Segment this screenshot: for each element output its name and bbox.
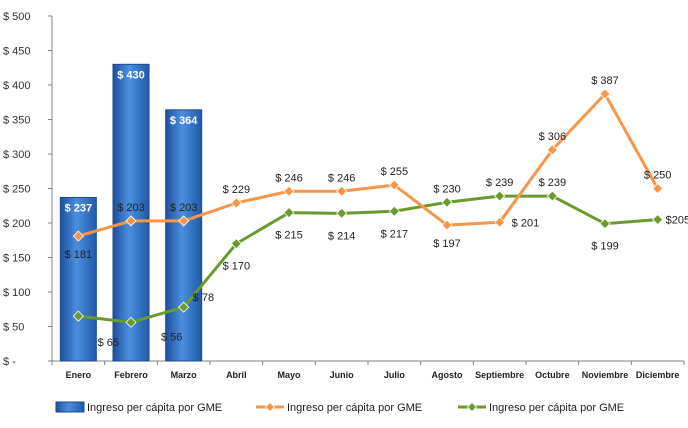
series-green-marker [388,205,400,217]
orange-data-label: $ 203 [170,202,198,214]
orange-data-label: $ 250 [644,170,672,182]
series-green-marker [652,213,664,226]
series-orange-marker [388,179,400,191]
x-tick-label: Enero [66,370,92,380]
green-data-label: $ 56 [161,331,182,343]
green-data-label: $ 65 [98,337,119,349]
series-green-marker [336,207,348,219]
series-orange-marker [283,185,295,197]
y-tick-label: $ 200 [3,218,31,230]
x-tick-label: Noviembre [582,370,629,380]
bar-data-label: $ 364 [170,115,198,127]
orange-data-label: $ 203 [117,202,145,214]
green-data-label: $ 170 [223,261,251,273]
legend-marker [466,401,478,413]
y-tick-label: $ 150 [3,253,31,265]
x-tick-label: Abril [226,370,247,380]
legend-marker [264,401,276,413]
x-tick-label: Diciembre [636,370,680,380]
legend-swatch [55,401,85,413]
series-orange-marker [336,185,348,197]
y-tick-label: $ 500 [3,11,31,23]
series-orange-marker [125,215,137,227]
series-orange-marker [230,197,242,209]
orange-data-label: $ 197 [433,238,461,250]
y-tick-label: $ 50 [3,322,24,334]
y-tick-label: $ 100 [3,287,31,299]
orange-data-label: $ 387 [591,75,619,87]
y-tick-label: $ 250 [3,184,31,196]
y-tick-label: $ 350 [3,115,31,127]
series-green-marker [178,301,190,313]
green-data-label: $205 [666,215,688,227]
orange-data-label: $ 255 [381,166,409,178]
bar [59,196,97,362]
green-data-label: $ 215 [275,230,303,242]
series-orange-marker [178,215,190,227]
orange-data-label: $ 246 [275,172,303,184]
series-green-marker [283,207,295,219]
data-labels: $ 237 $ 430 $ 364 $ 181 $ 203 $ 203 $ 229 $ 246… [65,69,688,349]
green-data-label: $ 214 [328,230,356,242]
legend: Ingreso per cápita por GME Ingreso per cá… [55,401,624,414]
x-tick-label: Octubre [535,370,570,380]
axes: $ - $ 50 $ 100 $ 150 $ 200 $ 250 $ 300 $ 350 $ 4… [3,11,685,380]
bar [112,63,150,362]
series-green-marker [230,238,242,250]
bar-data-label: $ 237 [65,202,93,214]
series-green-marker [546,190,558,202]
x-tick-label: Febrero [114,370,148,380]
x-tick-label: Agosto [432,370,463,380]
series-orange-marker [441,219,453,231]
green-data-label: $ 78 [193,292,214,304]
series-orange-marker [72,230,84,242]
legend-label: Ingreso per cápita por GME [287,402,422,414]
series-orange-marker [546,144,558,156]
x-tick-label: Mayo [277,370,301,380]
series-orange-marker [599,88,611,100]
y-tick-label: $ 450 [3,46,31,58]
green-data-label: $ 239 [486,177,514,189]
series-orange-line [77,92,659,238]
legend-label: Ingreso per cápita por GME [87,402,222,414]
series-green-marker [441,196,453,208]
x-tick-label: Junio [330,370,355,380]
bar-series [59,63,203,362]
series-green-marker [494,190,506,202]
orange-data-label: $ 229 [223,184,251,196]
series-green-marker [72,310,84,322]
orange-data-label: $ 246 [328,172,356,184]
x-tick-label: Septiembre [475,370,524,380]
orange-data-label: $ 306 [539,131,567,143]
y-tick-label: $ 300 [3,149,31,161]
x-tick-label: Julio [384,370,406,380]
bar-data-label: $ 430 [117,69,145,81]
orange-data-label: $ 201 [512,217,540,229]
orange-data-label: $ 181 [65,249,93,261]
green-data-label: $ 199 [591,241,619,253]
series-green-marker [599,218,611,230]
green-data-label: $ 217 [381,228,409,240]
series-green-line [78,194,658,324]
x-tick-label: Marzo [171,370,198,380]
y-tick-label: $ 400 [3,80,31,92]
line-series [72,88,664,328]
series-orange-marker [494,216,506,228]
y-tick-label: $ - [3,356,16,368]
series-green-marker [125,316,137,328]
green-data-label: $ 239 [539,177,567,189]
legend-label: Ingreso per cápita por GME [489,402,624,414]
series-orange-marker [652,182,664,195]
green-data-label: $ 230 [433,183,461,195]
bar [165,109,203,362]
